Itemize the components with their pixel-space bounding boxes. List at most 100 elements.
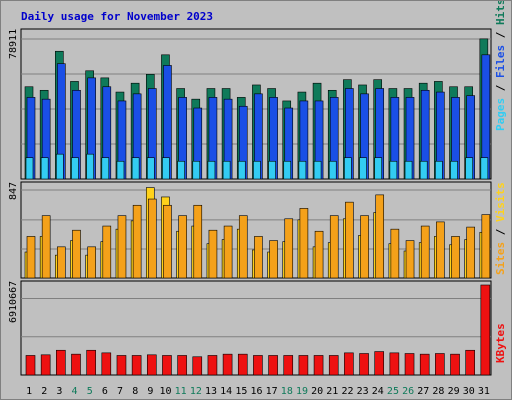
- top-hits-bar: [435, 160, 443, 180]
- middle-visits-bar: [238, 215, 248, 279]
- x-tick-label: 25: [387, 386, 399, 397]
- middle-ytick-label: 847: [8, 182, 19, 200]
- middle-visits-bar: [451, 236, 460, 279]
- bottom-kbytes-bar: [404, 353, 415, 376]
- top-hits-bar: [389, 160, 398, 180]
- bottom-kbytes-bar: [450, 353, 460, 376]
- middle-visits-bar: [102, 225, 112, 279]
- middle-visits-bar: [466, 226, 475, 279]
- x-tick-label: 1: [26, 386, 32, 397]
- middle-visits-bar: [405, 240, 415, 279]
- legend-kbytes: KBytes: [494, 323, 507, 363]
- bottom-kbytes-bar: [71, 353, 81, 376]
- top-hits-bar: [177, 160, 185, 180]
- bottom-kbytes-bar: [419, 353, 430, 376]
- x-tick-label: 18: [281, 386, 293, 397]
- middle-visits-bar: [57, 246, 66, 279]
- legend-pages: Pages: [494, 98, 507, 131]
- middle-visits-bar: [178, 215, 187, 279]
- x-tick-label: 22: [341, 386, 353, 397]
- top-hits-bar: [465, 157, 473, 180]
- x-tick-label: 30: [463, 386, 475, 397]
- x-tick-label: 11: [175, 386, 187, 397]
- top-hits-bar: [146, 157, 155, 180]
- bottom-kbytes-bar: [146, 354, 157, 376]
- top-hits-bar: [192, 160, 201, 180]
- top-legend: Pages / Files / Hits: [494, 1, 507, 131]
- middle-visits-bar: [117, 215, 127, 279]
- x-tick-label: 31: [478, 386, 490, 397]
- middle-visits-bar: [345, 201, 354, 279]
- middle-visits-bar: [254, 236, 263, 279]
- top-hits-bar: [116, 160, 125, 180]
- x-tick-label: 5: [87, 386, 93, 397]
- top-hits-bar: [40, 157, 49, 180]
- top-hits-bar: [207, 160, 216, 180]
- x-tick-label: 28: [432, 386, 444, 397]
- legend-files: Files: [494, 45, 507, 78]
- bottom-kbytes-bar: [465, 349, 475, 376]
- middle-visits-bar: [481, 214, 491, 279]
- middle-visits-bar: [390, 228, 400, 279]
- x-tick-label: 14: [220, 386, 232, 397]
- middle-visits-bar: [360, 215, 369, 279]
- middle-visits-bar: [223, 225, 233, 279]
- bottom-kbytes-bar: [162, 355, 172, 376]
- x-tick-label: 6: [102, 386, 108, 397]
- middle-visits-bar: [41, 215, 51, 279]
- top-hits-bar: [237, 160, 246, 180]
- middle-visits-bar: [163, 204, 172, 279]
- bottom-kbytes-bar: [344, 352, 354, 376]
- top-hits-bar: [56, 153, 64, 180]
- x-tick-label: 26: [402, 386, 414, 397]
- middle-visits-bar: [193, 204, 203, 279]
- x-tick-label: 29: [448, 386, 460, 397]
- x-tick-label: 21: [326, 386, 338, 397]
- bottom-kbytes-bar: [101, 352, 112, 376]
- top-hits-bar: [344, 157, 352, 180]
- middle-visits-bar: [147, 198, 157, 279]
- x-tick-label: 16: [250, 386, 262, 397]
- top-hits-bar: [131, 157, 140, 180]
- bottom-kbytes-bar: [253, 355, 263, 376]
- chart-title: Daily usage for November 2023: [21, 10, 214, 23]
- x-tick-label: 7: [117, 386, 123, 397]
- middle-visits-bar: [208, 229, 218, 279]
- x-tick-label: 9: [147, 386, 153, 397]
- middle-visits-bar: [87, 246, 96, 279]
- legend-visits: Visits: [494, 182, 507, 222]
- middle-visits-bar: [314, 230, 324, 279]
- bottom-kbytes-bar: [25, 355, 36, 376]
- bottom-kbytes-bar: [192, 356, 203, 376]
- top-hits-bar: [419, 160, 428, 180]
- bottom-kbytes-bar: [116, 355, 127, 376]
- middle-visits-bar: [329, 215, 339, 279]
- x-tick-label: 17: [266, 386, 278, 397]
- middle-visits-bar: [299, 208, 309, 279]
- bottom-kbytes-bar: [268, 355, 278, 376]
- top-hits-bar: [404, 160, 413, 180]
- middle-visits-bar: [269, 240, 278, 279]
- top-hits-bar: [86, 153, 94, 180]
- x-tick-label: 27: [417, 386, 429, 397]
- x-tick-label: 12: [190, 386, 202, 397]
- legend-sites: Sites: [494, 242, 507, 275]
- bottom-kbytes-bar: [207, 355, 218, 376]
- top-hits-bar: [298, 160, 307, 180]
- top-hits-bar: [328, 160, 337, 180]
- top-ytick-label: 78911: [8, 29, 19, 59]
- x-tick-label: 15: [235, 386, 247, 397]
- legend-hits: Hits: [494, 1, 507, 25]
- x-tick-label: 20: [311, 386, 323, 397]
- bottom-kbytes-bar: [374, 351, 385, 376]
- bottom-kbytes-bar: [131, 355, 142, 376]
- top-hits-bar: [450, 160, 458, 180]
- middle-legend: Sites / Visits: [494, 182, 507, 275]
- bottom-kbytes-bar: [313, 355, 324, 376]
- middle-visits-bar: [132, 204, 142, 279]
- x-tick-label: 3: [56, 386, 62, 397]
- top-hits-bar: [101, 157, 110, 180]
- middle-visits-bar: [436, 221, 445, 279]
